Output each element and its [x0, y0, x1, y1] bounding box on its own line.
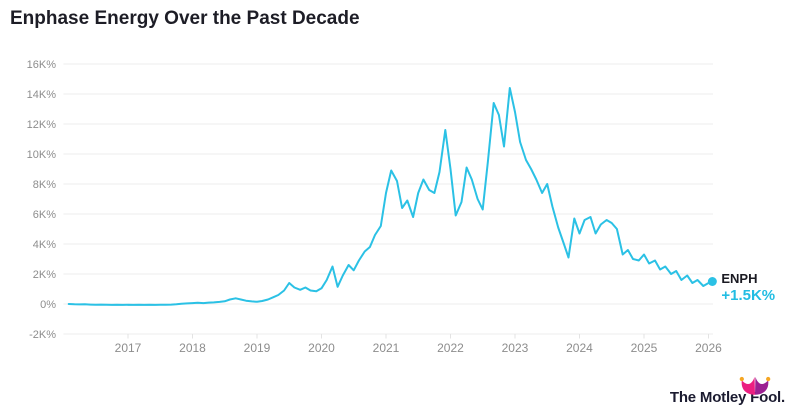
series-end-dot: [707, 277, 717, 286]
jester-cap-icon: [739, 376, 771, 395]
x-tick-label: 2018: [179, 341, 206, 355]
price-line: [67, 87, 714, 306]
x-tick-label: 2017: [115, 341, 142, 355]
x-tick-label: 2025: [631, 341, 658, 355]
ticker-label: ENPH: [721, 271, 758, 286]
y-tick-label: 14K%: [27, 89, 57, 101]
return-label: +1.5K%: [721, 287, 776, 305]
x-tick-label: 2021: [373, 341, 400, 355]
series-end-annotation: ENPH +1.5K%: [721, 271, 776, 305]
x-tick-label: 2019: [244, 341, 271, 355]
y-tick-label: 4K%: [33, 239, 56, 251]
x-tick-label: 2020: [308, 341, 335, 355]
x-tick-label: 2022: [437, 341, 464, 355]
x-tick-label: 2024: [566, 341, 593, 355]
y-tick-label: 8K%: [33, 179, 56, 191]
chart-title: Enphase Energy Over the Past Decade: [10, 8, 360, 29]
y-tick-label: 12K%: [27, 119, 57, 131]
x-tick-label: 2023: [502, 341, 529, 355]
y-tick-label: 16K%: [27, 59, 57, 71]
y-tick-label: 6K%: [33, 209, 56, 221]
y-tick-label: 2K%: [33, 269, 56, 281]
y-tick-label: -2K%: [29, 329, 56, 341]
y-tick-label: 10K%: [27, 149, 57, 161]
motley-fool-logo: The Motley Fool.: [670, 376, 785, 407]
y-tick-label: 0%: [40, 299, 56, 311]
x-tick-label: 2026: [695, 341, 722, 355]
